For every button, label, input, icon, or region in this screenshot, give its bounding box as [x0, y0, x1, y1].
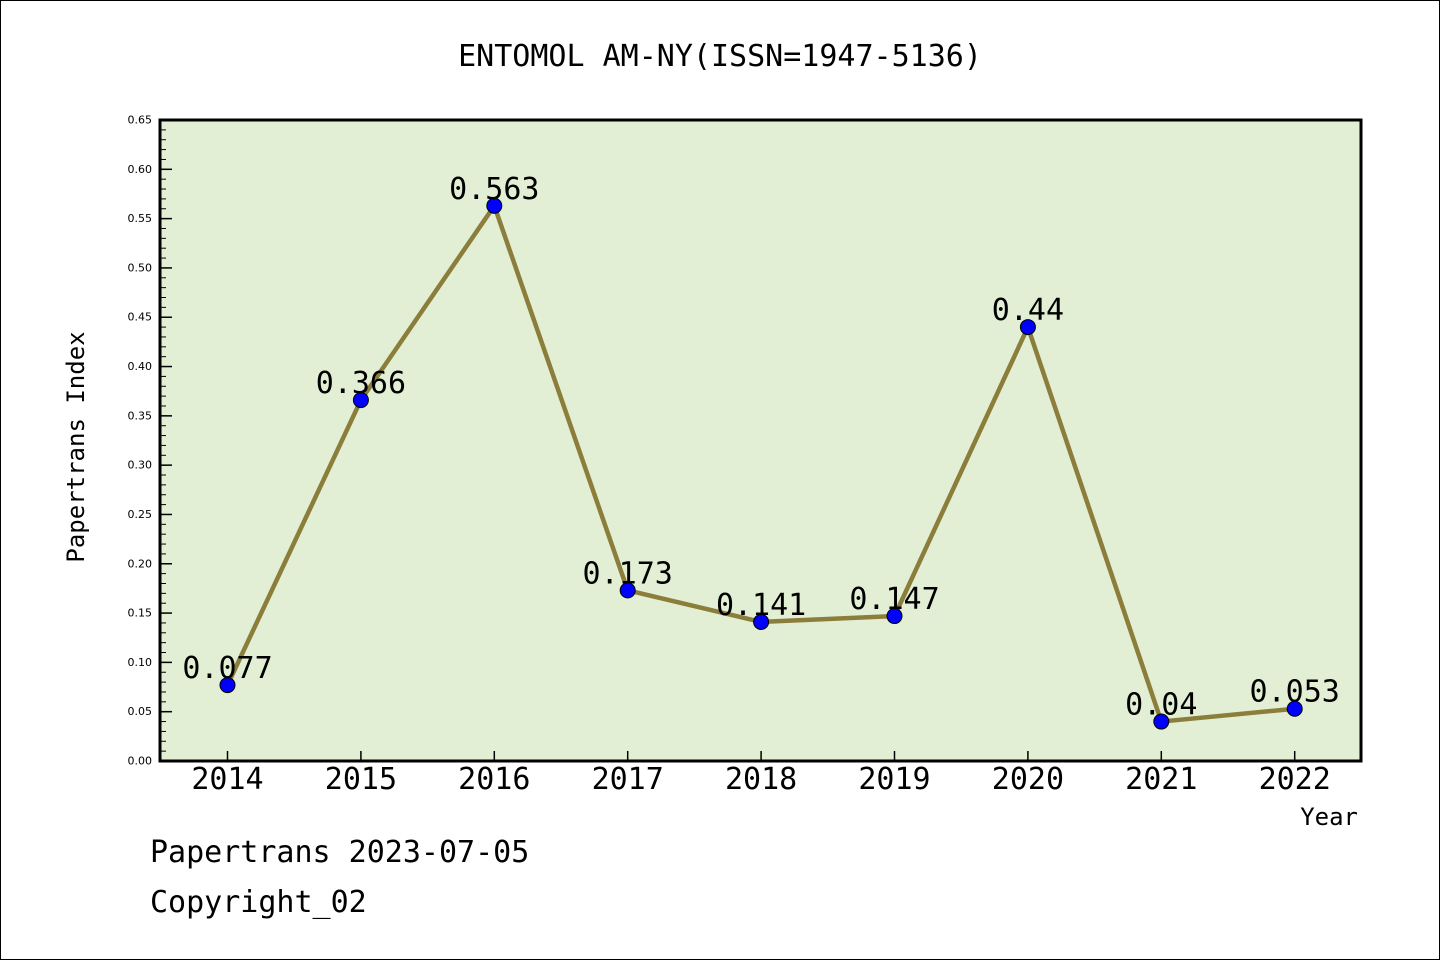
data-point: [753, 613, 770, 630]
plot-area: [160, 120, 1361, 761]
data-label: 0.077: [182, 651, 272, 686]
x-axis-label: Year: [1300, 803, 1358, 831]
data-point: [1286, 700, 1303, 717]
data-point: [219, 677, 236, 694]
x-tick-label: 2014: [191, 762, 263, 797]
data-markers: [219, 197, 1303, 730]
y-tick-label: 0.60: [128, 163, 153, 176]
footer-copyright: Copyright_02: [150, 885, 367, 920]
y-tick-label: 0.15: [128, 607, 153, 620]
plot-border: [158, 118, 1363, 763]
y-tick-label: 0.65: [128, 114, 153, 127]
y-tick-label: 0.45: [128, 311, 153, 324]
y-axis-label: Papertrans Index: [62, 331, 90, 562]
y-tick-label: 0.30: [128, 459, 153, 472]
y-tick-label: 0.10: [128, 656, 153, 669]
data-point: [1019, 319, 1036, 336]
y-tick-label: 0.35: [128, 409, 153, 422]
y-tick-label: 0.05: [128, 705, 153, 718]
y-tick-label: 0.25: [128, 508, 153, 521]
data-label: 0.563: [449, 172, 539, 207]
chart-title: ENTOMOL AM-NY(ISSN=1947-5136): [458, 39, 982, 74]
footer-date: Papertrans 2023-07-05: [150, 835, 530, 870]
x-tick-label: 2021: [1125, 762, 1197, 797]
y-tick-label: 0.55: [128, 212, 153, 225]
data-point: [886, 608, 903, 625]
x-tick-label: 2020: [992, 762, 1064, 797]
data-point: [1153, 713, 1170, 730]
data-point: [352, 392, 369, 409]
data-point: [619, 582, 636, 599]
x-tick-label: 2022: [1259, 762, 1331, 797]
data-point: [486, 197, 503, 214]
x-tick-label: 2018: [725, 762, 797, 797]
x-tick-label: 2017: [592, 762, 664, 797]
data-label: 0.04: [1125, 688, 1197, 723]
x-axis-ticks: 2014 2015 2016 2017 2018 2019 2020 2021 2022: [191, 751, 1331, 797]
x-tick-label: 2019: [858, 762, 930, 797]
data-labels: 0.077 0.366 0.563 0.173 0.141 0.147 0.44 0.04 0.…: [182, 172, 1340, 723]
data-label: 0.053: [1250, 675, 1340, 710]
data-label: 0.147: [849, 582, 939, 617]
data-label: 0.141: [716, 588, 806, 623]
y-axis-ticks: 0.00 0.05 0.10 0.15 0.20 0.25 0.30 0.35 0.40 0.45…: [128, 114, 172, 768]
data-label: 0.44: [992, 293, 1064, 328]
data-label: 0.173: [583, 556, 673, 591]
x-tick-label: 2016: [458, 762, 530, 797]
data-label: 0.366: [316, 366, 406, 401]
y-tick-label: 0.50: [128, 261, 153, 274]
y-tick-label: 0.40: [128, 360, 153, 373]
y-tick-label: 0.20: [128, 557, 153, 570]
x-tick-label: 2015: [325, 762, 397, 797]
y-tick-label: 0.00: [128, 755, 153, 768]
